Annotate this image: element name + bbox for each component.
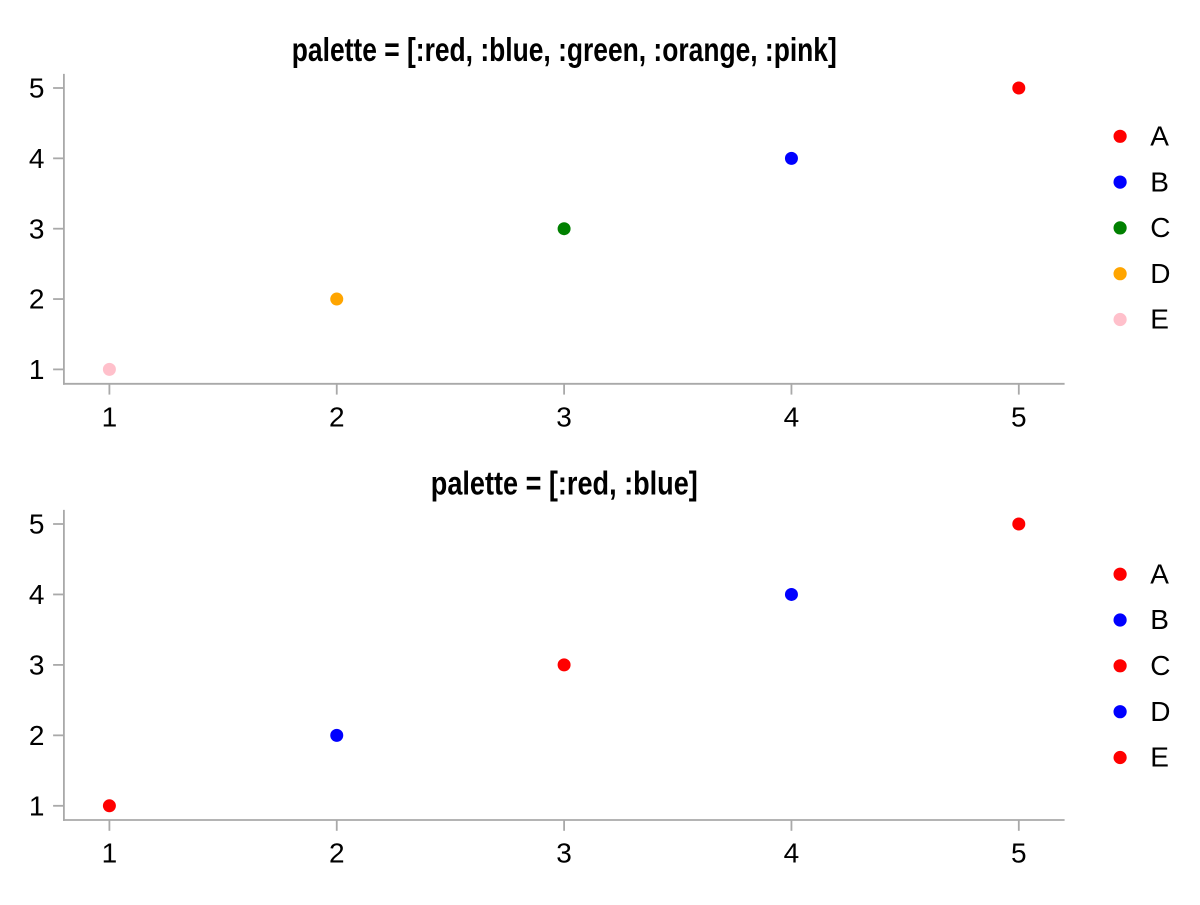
svg-text:3: 3: [556, 837, 572, 868]
svg-text:1: 1: [29, 790, 45, 821]
svg-text:E: E: [1150, 742, 1169, 773]
svg-text:palette = [:red, :blue, :green: palette = [:red, :blue, :green, :orange,…: [292, 31, 837, 68]
svg-text:5: 5: [29, 73, 45, 104]
svg-text:5: 5: [1011, 401, 1027, 432]
svg-text:B: B: [1150, 166, 1169, 197]
svg-text:2: 2: [29, 284, 45, 315]
svg-text:C: C: [1150, 212, 1170, 243]
svg-text:D: D: [1150, 696, 1170, 727]
svg-text:1: 1: [102, 401, 118, 432]
svg-text:E: E: [1150, 304, 1169, 335]
svg-text:palette = [:red, :blue]: palette = [:red, :blue]: [431, 465, 698, 502]
svg-text:C: C: [1150, 650, 1170, 681]
svg-text:5: 5: [29, 509, 45, 540]
svg-text:4: 4: [784, 401, 800, 432]
svg-text:5: 5: [1011, 837, 1027, 868]
svg-text:2: 2: [329, 401, 345, 432]
svg-text:A: A: [1150, 121, 1169, 152]
svg-text:B: B: [1150, 604, 1169, 635]
svg-text:2: 2: [29, 720, 45, 751]
svg-text:4: 4: [29, 143, 45, 174]
svg-text:D: D: [1150, 258, 1170, 289]
svg-text:4: 4: [784, 837, 800, 868]
svg-text:1: 1: [102, 837, 118, 868]
svg-text:4: 4: [29, 579, 45, 610]
svg-text:3: 3: [29, 650, 45, 681]
svg-text:1: 1: [29, 354, 45, 385]
svg-text:2: 2: [329, 837, 345, 868]
svg-text:3: 3: [556, 401, 572, 432]
svg-text:A: A: [1150, 558, 1169, 589]
svg-text:3: 3: [29, 213, 45, 244]
